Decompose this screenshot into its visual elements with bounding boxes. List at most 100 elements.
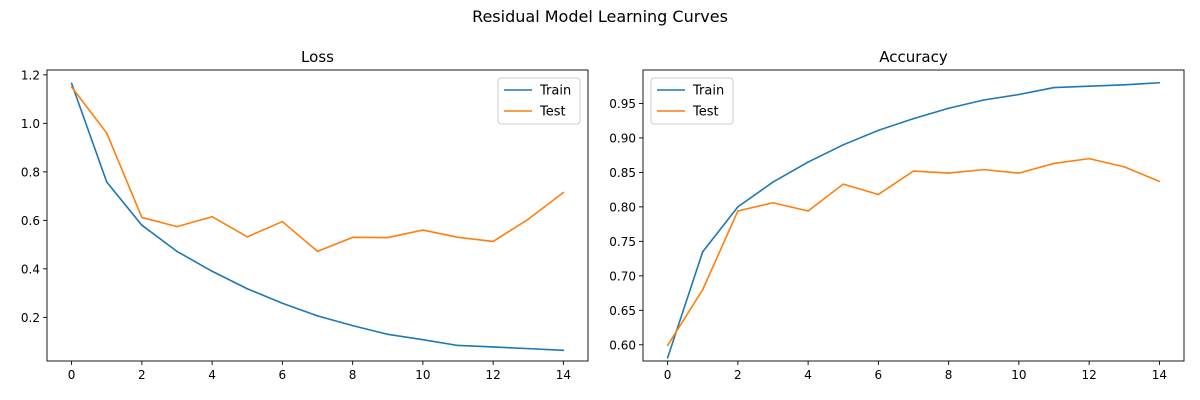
figure-suptitle: Residual Model Learning Curves: [472, 7, 728, 26]
y-tick-label: 0.4: [21, 262, 40, 276]
data-point-train: [281, 302, 284, 305]
data-point-train: [351, 324, 354, 327]
data-point-test: [176, 225, 178, 228]
data-point-test: [737, 210, 739, 212]
x-tick-label: 10: [1011, 368, 1026, 382]
x-tick-label: 14: [1152, 368, 1167, 382]
axes-frame: [46, 69, 589, 362]
legend: Train Test: [497, 77, 581, 125]
data-point-test: [351, 236, 354, 239]
data-point-train: [527, 347, 530, 350]
data-point-train: [492, 346, 494, 348]
data-point-test: [141, 216, 143, 219]
x-tick-label: 10: [415, 368, 430, 382]
data-point-train: [70, 82, 73, 85]
x-tick-label: 0: [68, 368, 76, 382]
data-point-test: [562, 191, 565, 194]
legend-label-test: Test: [692, 105, 719, 120]
data-point-test: [457, 236, 459, 239]
data-point-train: [1088, 85, 1090, 87]
data-point-test: [527, 218, 530, 220]
x-tick-label: 8: [349, 368, 357, 382]
data-point-test: [281, 220, 284, 223]
data-point-test: [877, 193, 880, 196]
data-point-train: [386, 333, 389, 336]
x-tick-label: 12: [486, 368, 501, 382]
legend-label-train: Train: [539, 84, 571, 99]
data-point-train: [141, 224, 143, 226]
data-point-train: [772, 181, 774, 183]
data-point-test: [1018, 172, 1020, 174]
data-point-train: [737, 206, 739, 208]
x-tick-label: 14: [556, 368, 571, 382]
data-point-test: [982, 168, 985, 171]
data-point-train: [457, 344, 459, 347]
y-tick-label: 0.85: [609, 166, 636, 180]
data-point-test: [772, 201, 774, 204]
data-point-train: [1123, 84, 1126, 86]
chart-title: Loss: [301, 48, 334, 66]
y-tick-label: 0.70: [609, 269, 636, 283]
data-point-test: [947, 172, 950, 174]
y-tick-label: 0.2: [21, 311, 40, 325]
data-point-train: [176, 250, 178, 253]
data-point-train: [1053, 86, 1055, 89]
x-tick-label: 6: [279, 368, 287, 382]
data-point-test: [666, 344, 669, 347]
data-point-train: [701, 250, 704, 253]
y-tick-label: 0.95: [609, 97, 636, 111]
x-tick-label: 6: [875, 368, 883, 382]
data-point-test: [1088, 157, 1090, 160]
data-point-test: [70, 86, 73, 88]
x-tick-label: 4: [208, 368, 216, 382]
x-tick-label: 12: [1082, 368, 1097, 382]
axes-frame: [642, 69, 1185, 362]
y-tick-label: 0.8: [21, 165, 40, 179]
data-point-test: [492, 240, 494, 243]
data-point-train: [877, 129, 880, 132]
data-point-test: [211, 215, 213, 218]
data-point-test: [422, 229, 424, 231]
data-point-train: [912, 117, 915, 120]
data-point-train: [562, 349, 565, 352]
data-point-train: [947, 107, 950, 110]
data-point-train: [105, 181, 108, 183]
data-point-train: [982, 99, 985, 101]
x-tick-label: 2: [138, 368, 146, 382]
data-point-train: [316, 315, 319, 317]
y-tick-label: 0.90: [609, 131, 636, 145]
y-tick-label: 0.65: [609, 304, 636, 318]
loss-chart: Loss 0 2 4 6 8 10 12 14 0.2 0.4 0.6 0.8 1.0 1.2 Train Te…: [21, 48, 589, 382]
y-tick-label: 1.2: [21, 68, 40, 82]
data-point-train: [842, 144, 845, 146]
legend: Train Test: [650, 77, 734, 125]
data-point-train: [1158, 81, 1161, 84]
data-point-test: [912, 170, 915, 172]
x-tick-label: 8: [945, 368, 953, 382]
x-tick-label: 4: [804, 368, 812, 382]
data-point-train: [422, 338, 424, 341]
y-tick-label: 0.60: [609, 338, 636, 352]
data-point-test: [246, 236, 249, 238]
y-tick-label: 0.75: [609, 235, 636, 249]
data-point-train: [1018, 93, 1020, 96]
data-point-test: [1053, 162, 1055, 165]
data-point-train: [666, 357, 669, 359]
chart-title: Accuracy: [879, 48, 948, 66]
accuracy-chart: Accuracy 0 2 4 6 8 10 12 14 0.60 0.65 0.70 0.75 0.80 0…: [609, 48, 1185, 382]
data-point-test: [386, 236, 389, 239]
data-point-train: [246, 287, 249, 290]
y-tick-label: 0.80: [609, 200, 636, 214]
legend-label-train: Train: [692, 84, 724, 99]
y-tick-label: 0.6: [21, 214, 40, 228]
x-tick-label: 0: [664, 368, 672, 382]
data-point-test: [807, 210, 809, 212]
data-point-test: [842, 183, 845, 185]
y-tick-label: 1.0: [21, 117, 40, 131]
legend-label-test: Test: [539, 105, 566, 120]
data-point-test: [701, 288, 704, 291]
data-point-train: [807, 161, 809, 163]
x-tick-label: 2: [734, 368, 742, 382]
